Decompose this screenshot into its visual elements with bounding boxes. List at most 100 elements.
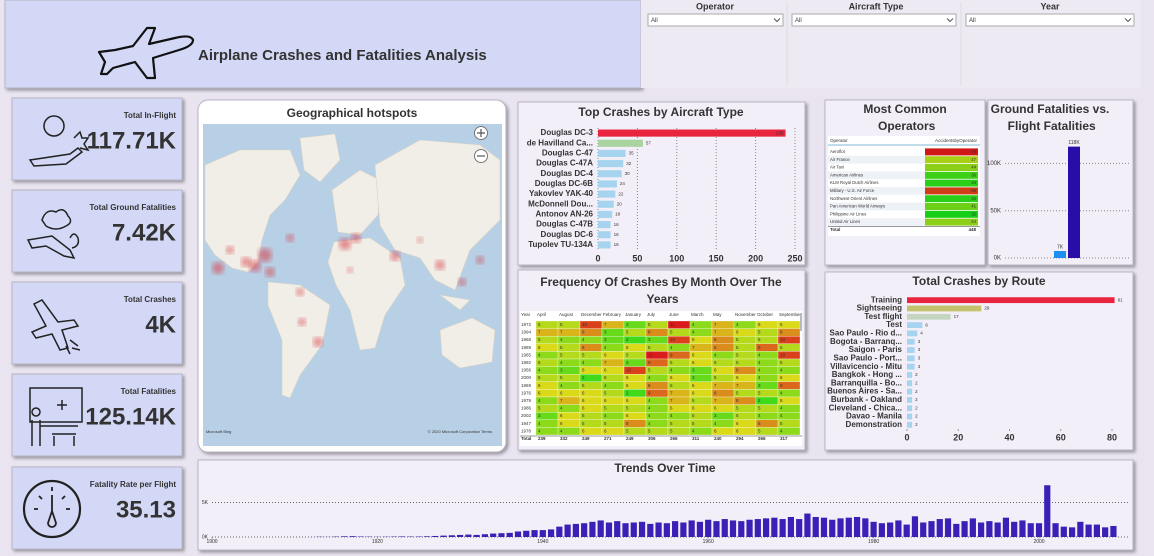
map-hotspot — [298, 318, 306, 326]
value-label: 24 — [620, 181, 626, 186]
value-label: 57 — [646, 140, 652, 145]
icon-head — [31, 407, 41, 417]
y-tick-label: Demonstration — [846, 420, 903, 429]
y-tick-label: Douglas DC-6B — [535, 179, 593, 188]
map-hotspot — [390, 251, 400, 261]
cell-value: 4 — [692, 428, 695, 433]
scrollbar — [800, 313, 802, 331]
bar — [1060, 526, 1067, 537]
bar — [729, 520, 737, 537]
bar — [440, 535, 447, 537]
bar — [907, 413, 913, 420]
cell-value: 5 — [560, 352, 563, 357]
cell-value: 6 — [626, 383, 629, 388]
x-tick-label: 1980 — [868, 539, 879, 545]
cell-value: 4 — [692, 322, 695, 327]
bar — [994, 522, 1001, 537]
cell-value: 9 — [648, 390, 651, 395]
cell-value: 4 — [560, 406, 563, 411]
bar — [907, 322, 923, 329]
value-label: 2 — [915, 422, 918, 427]
cell-value: 4 — [736, 322, 739, 327]
cell-value: 47 — [971, 157, 976, 162]
cell-value: 3 — [538, 413, 541, 418]
value-label: 30 — [625, 171, 631, 176]
cell-value: 6 — [692, 352, 695, 357]
header-icon — [97, 26, 195, 80]
cell-value: 7 — [714, 383, 717, 388]
bar — [1085, 524, 1092, 537]
cell-value: 4 — [758, 368, 761, 373]
map-hotspot — [435, 260, 445, 270]
bar — [911, 516, 919, 537]
cell-value: 4 — [780, 368, 783, 373]
row-label: Pan American World Airways — [830, 204, 885, 209]
row-label: 1956 — [521, 368, 532, 373]
bar — [598, 129, 786, 137]
x-tick-label: 40 — [1004, 432, 1014, 442]
bar — [598, 221, 611, 229]
row-label: 1968 — [521, 337, 532, 342]
row-label: 1986 — [521, 406, 532, 411]
cell-value: 6 — [692, 390, 695, 395]
bar — [523, 530, 530, 537]
value-label: 3 — [918, 339, 921, 344]
bar — [903, 524, 910, 537]
bar — [779, 519, 786, 537]
cell-value: 6 — [538, 390, 541, 395]
bar — [771, 517, 778, 537]
cell-value: 4 — [582, 360, 585, 365]
cell-value: 4 — [780, 390, 783, 395]
cell-value: 10 — [780, 337, 786, 342]
bar — [907, 305, 982, 312]
total-label: Total — [830, 227, 840, 232]
filter-dropdown[interactable] — [965, 13, 1135, 27]
cell-value: 4 — [692, 330, 695, 335]
map-hotspot — [417, 237, 423, 243]
bar — [598, 149, 626, 157]
value-label: 22 — [618, 191, 624, 196]
cell-value: 5 — [582, 352, 585, 357]
cell-value: 3 — [626, 322, 629, 327]
y-tick-label: 5K — [202, 500, 209, 506]
icon-gauge — [22, 479, 82, 539]
cell-value: 36 — [971, 172, 976, 177]
bar — [672, 521, 679, 537]
cell-value: 10 — [626, 368, 632, 373]
cell-value: 4 — [758, 413, 761, 418]
map-land — [204, 149, 301, 273]
cell-value: 5 — [758, 406, 761, 411]
filter-label: Operator — [696, 1, 735, 11]
icon-plane — [28, 147, 84, 167]
row-label: American Airlines — [830, 172, 863, 177]
cell-value: 5 — [670, 383, 673, 388]
bar — [907, 405, 913, 412]
cell-value: 5 — [670, 330, 673, 335]
row-label: 1978 — [521, 428, 532, 433]
cell-value: 5 — [582, 413, 585, 418]
value-label: 7K — [1057, 244, 1064, 250]
cell-value: 3 — [692, 375, 695, 380]
total-label: Total — [521, 436, 531, 441]
icon-fire — [69, 233, 80, 249]
cell-value: 5 — [582, 421, 585, 426]
filter-dropdown[interactable] — [791, 13, 957, 27]
bar — [598, 170, 622, 178]
icon-board — [29, 387, 83, 423]
bar — [598, 210, 613, 218]
filter-dropdown[interactable] — [647, 13, 784, 27]
value-cell — [925, 210, 978, 218]
cell-value: 5 — [538, 375, 541, 380]
column-header: October — [757, 312, 774, 317]
bar — [907, 396, 913, 403]
bar — [1027, 523, 1034, 537]
bar — [589, 521, 596, 537]
cell-value: 5 — [560, 375, 563, 380]
kpi-label: Total Fatalities — [121, 387, 177, 396]
cell-value: 6 — [560, 421, 563, 426]
bar — [738, 521, 745, 537]
column-header: May — [713, 312, 722, 317]
cell-value: 5 — [736, 390, 739, 395]
row-label: 1969 — [521, 383, 532, 388]
cell-value: 5 — [626, 352, 629, 357]
